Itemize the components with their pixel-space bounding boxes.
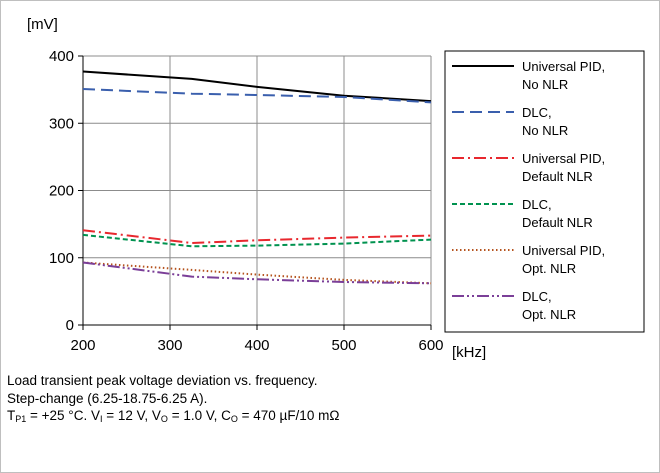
t-value: = +25 °C. V <box>26 408 100 423</box>
y-axis-label: [mV] <box>27 16 58 33</box>
series-line-6 <box>82 261 432 285</box>
caption-line-2: Step-change (6.25-18.75-6.25 A). <box>7 390 208 406</box>
x-tick-label: 300 <box>157 337 182 354</box>
legend-label-5: Universal PID, <box>522 243 605 258</box>
series-line-1 <box>82 70 432 103</box>
y-tick-label: 0 <box>66 317 74 334</box>
legend-label-1: No NLR <box>522 77 568 92</box>
y-tick-label: 400 <box>49 48 74 65</box>
co-subscript: O <box>230 414 238 424</box>
x-tick-label: 200 <box>70 337 95 354</box>
tick-labels: 0 100 200 300 400 200 300 400 500 600 <box>49 48 444 354</box>
legend-label-3: Default NLR <box>522 169 593 184</box>
vi-value: = 12 V, V <box>102 408 161 423</box>
legend-box <box>444 50 645 333</box>
caption-line-3: TP1 = +25 °C. VI = 12 V, VO = 1.0 V, CO … <box>7 407 647 425</box>
t-symbol: T <box>7 408 16 423</box>
legend-label-6: Opt. NLR <box>522 307 576 322</box>
grid-lines <box>82 55 432 326</box>
t-subscript: P1 <box>15 414 27 424</box>
x-tick-label: 400 <box>244 337 269 354</box>
x-axis-label: [kHz] <box>452 344 486 361</box>
series-line-2 <box>82 88 432 104</box>
caption-line-1: Load transient peak voltage deviation vs… <box>7 373 318 388</box>
vo-value: = 1.0 V, C <box>167 408 231 423</box>
y-tick-label: 100 <box>49 250 74 267</box>
y-tick-label: 200 <box>49 183 74 200</box>
legend-label-3: Universal PID, <box>522 151 605 166</box>
vi-subscript: I <box>99 414 103 424</box>
series-layer <box>82 70 432 285</box>
vo-subscript: O <box>160 414 168 424</box>
co-value: = 470 µF/10 mΩ <box>237 408 340 423</box>
figure-caption: Load transient peak voltage deviation vs… <box>7 372 647 425</box>
series-line-4 <box>82 233 432 248</box>
legend-label-1: Universal PID, <box>522 59 605 74</box>
legend-label-2: No NLR <box>522 123 568 138</box>
series-line-3 <box>82 229 432 244</box>
legend-label-4: Default NLR <box>522 215 593 230</box>
x-tick-label: 600 <box>418 337 443 354</box>
legend-label-5: Opt. NLR <box>522 261 576 276</box>
legend-label-4: DLC, <box>522 197 552 212</box>
legend: Universal PID, No NLR DLC, No NLR Universal … <box>444 50 645 333</box>
y-tick-label: 300 <box>49 115 74 132</box>
x-tick-label: 500 <box>331 337 356 354</box>
series-line-5 <box>82 261 432 285</box>
legend-label-2: DLC, <box>522 105 552 120</box>
legend-label-6: DLC, <box>522 289 552 304</box>
